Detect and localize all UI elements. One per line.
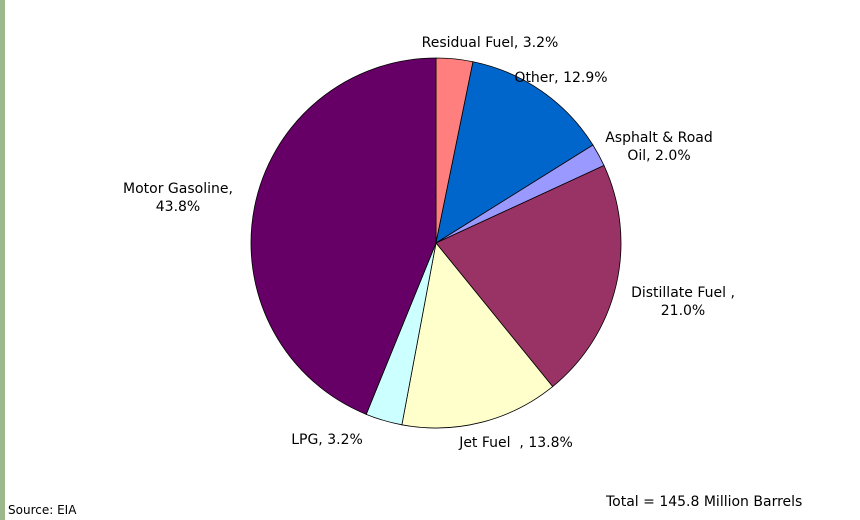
pie-slice: [435, 61, 594, 244]
source: Source: EIA: [8, 503, 77, 517]
side-strip: [0, 0, 5, 520]
pie-slice: [250, 57, 437, 415]
slice-label: Jet Fuel , 13.8%: [459, 435, 573, 451]
pie-slice: [435, 164, 622, 388]
total-note: Total = 145.8 Million Barrels: [606, 494, 803, 510]
slice-label: Other, 12.9%: [514, 70, 608, 86]
slice-label: LPG, 3.2%: [291, 432, 363, 448]
slice-label: Residual Fuel, 3.2%: [421, 35, 559, 51]
slice-label: Asphalt & Road Oil, 2.0%: [605, 130, 718, 164]
pie-slice: [401, 242, 554, 429]
slice-label: Distillate Fuel , 21.0%: [631, 285, 740, 319]
slice-label: Motor Gasoline, 43.8%: [123, 181, 238, 215]
